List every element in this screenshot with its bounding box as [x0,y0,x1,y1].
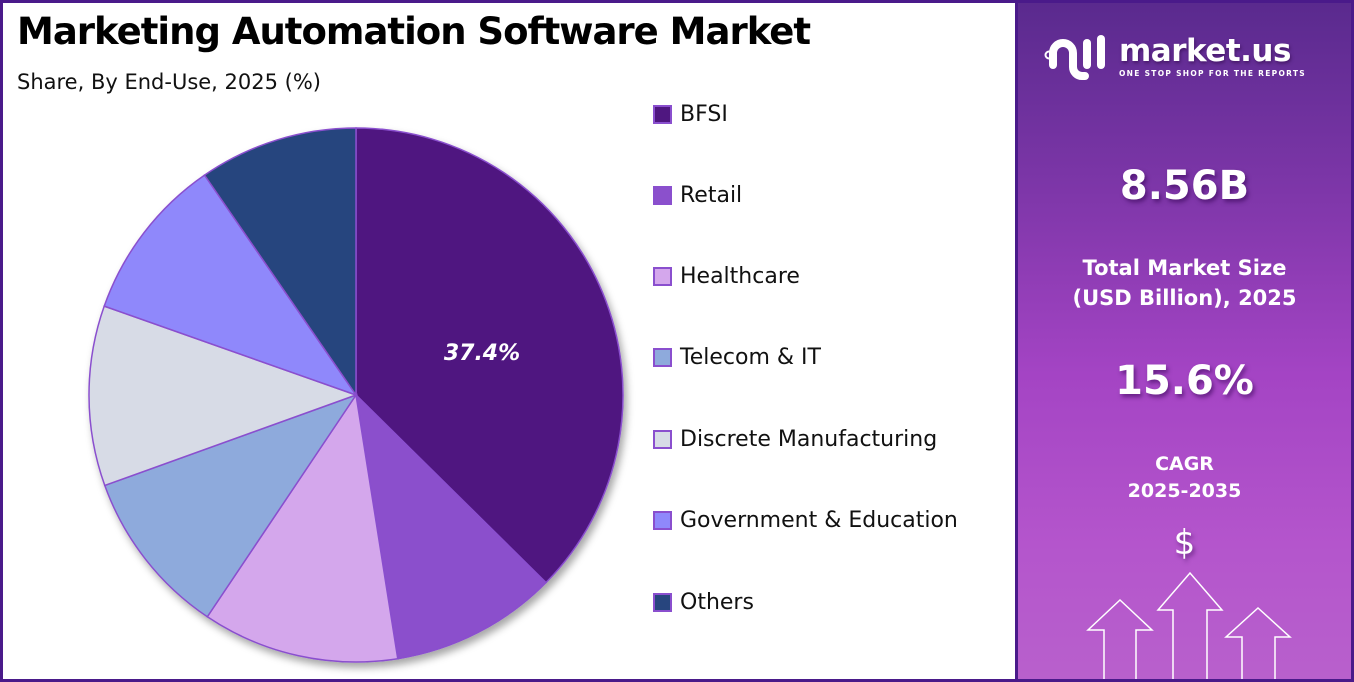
market-size-label-2: (USD Billion), 2025 [1072,286,1297,310]
legend-item-retail: Retail [653,179,742,211]
pie-chart: 37.4% [80,120,640,680]
legend-item-discrete-manufacturing: Discrete Manufacturing [653,423,937,455]
legend-label: Government & Education [680,507,958,533]
legend-label: Others [680,589,754,615]
legend-item-bfsi: BFSI [653,98,728,130]
legend-swatch-healthcare [653,266,672,286]
pie-slice-others [203,127,357,398]
pie-slice-government-education [103,174,358,397]
chart-subtitle: Share, By End-Use, 2025 (%) [17,70,321,94]
pie-svg: 37.4% [88,127,624,663]
cagr-period: 2025-2035 [1127,480,1242,502]
dollar-icon: $ [1173,523,1196,563]
legend-item-others: Others [653,586,754,618]
legend-item-government-education: Government & Education [653,504,958,536]
logo-name: market.us [1119,33,1291,69]
legend-item-healthcare: Healthcare [653,260,800,292]
pie-slice-discrete-manufacturing [88,305,359,487]
legend-item-telecom-it: Telecom & IT [653,341,821,373]
market-size-label-1: Total Market Size [1082,256,1287,280]
cagr-value: 15.6% [1115,358,1254,404]
legend-swatch-bfsi [653,104,672,124]
pie-slice-telecom-it [103,393,358,618]
pie-slice-healthcare [206,392,399,663]
legend-swatch-retail [653,185,672,205]
legend-label: Telecom & IT [680,344,821,370]
summary-panel: market.us ONE STOP SHOP FOR THE REPORTS … [1015,0,1354,682]
logo-mark-icon [1044,35,1105,80]
legend-label: BFSI [680,101,728,127]
legend-swatch-others [653,592,672,612]
chart-title: Marketing Automation Software Market [17,10,811,53]
market-size-value: 8.56B [1119,163,1250,209]
bfsi-share-label: 37.4% [444,341,520,366]
legend-label: Healthcare [680,263,800,289]
legend-label: Discrete Manufacturing [680,426,938,452]
legend-swatch-telecom-it [653,347,672,367]
legend-label: Retail [680,182,743,208]
legend-swatch-government-education [653,510,672,530]
legend-swatch-discrete-manufacturing [653,429,672,449]
cagr-label: CAGR [1155,453,1214,475]
logo-tagline: ONE STOP SHOP FOR THE REPORTS [1119,69,1306,78]
pie-slice-bfsi [355,127,624,584]
market-us-logo: market.us ONE STOP SHOP FOR THE REPORTS [1043,31,1306,81]
pie-slice-retail [354,392,548,660]
pie-slices [88,127,624,663]
growth-arrows-icon [1086,571,1292,679]
